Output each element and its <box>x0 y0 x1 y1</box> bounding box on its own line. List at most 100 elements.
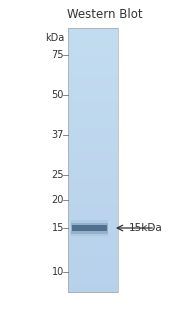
Bar <box>68 135 118 137</box>
Bar <box>68 126 118 128</box>
Bar <box>68 123 118 125</box>
Bar <box>68 31 118 32</box>
Bar <box>68 69 118 71</box>
Bar <box>68 231 118 233</box>
Bar <box>68 288 118 290</box>
Bar <box>68 85 118 87</box>
Bar <box>68 279 118 281</box>
Bar <box>68 204 118 205</box>
Bar <box>68 289 118 291</box>
Bar <box>68 186 118 188</box>
Bar <box>68 180 118 182</box>
Bar <box>68 242 118 244</box>
Bar <box>68 283 118 285</box>
Bar <box>68 234 118 236</box>
Bar <box>68 58 118 60</box>
Bar <box>68 208 118 209</box>
Bar <box>68 122 118 124</box>
Text: kDa: kDa <box>45 33 64 43</box>
Bar <box>68 79 118 81</box>
Bar <box>68 184 118 186</box>
Bar <box>68 33 118 35</box>
Bar <box>68 163 118 164</box>
Text: 15: 15 <box>52 223 64 233</box>
Bar <box>68 103 118 105</box>
Bar <box>68 235 118 237</box>
Text: 37: 37 <box>52 130 64 140</box>
Bar <box>68 114 118 116</box>
Bar <box>68 185 118 187</box>
Bar <box>68 97 118 99</box>
Bar <box>68 284 118 286</box>
Bar <box>68 148 118 150</box>
Bar <box>68 251 118 253</box>
Bar <box>68 248 118 250</box>
Bar <box>68 173 118 175</box>
Bar <box>68 155 118 157</box>
Bar <box>68 281 118 283</box>
Bar <box>68 29 118 31</box>
Bar <box>68 49 118 51</box>
Bar <box>68 107 118 109</box>
Bar <box>68 159 118 160</box>
Bar <box>68 95 118 97</box>
Bar <box>68 275 118 277</box>
Bar <box>68 202 118 204</box>
Bar <box>68 247 118 249</box>
Bar <box>68 28 118 30</box>
Bar <box>68 102 118 104</box>
Bar <box>68 66 118 68</box>
Bar <box>68 94 118 96</box>
Bar <box>68 200 118 201</box>
Bar <box>68 201 118 203</box>
Bar <box>68 74 118 76</box>
Bar <box>68 263 118 265</box>
Bar <box>68 272 118 274</box>
Bar <box>68 179 118 180</box>
Bar <box>68 106 118 108</box>
Bar <box>68 210 118 212</box>
Bar <box>68 146 118 147</box>
Text: 75: 75 <box>51 50 64 60</box>
Bar <box>68 128 118 130</box>
Bar <box>68 255 118 257</box>
Bar <box>71 220 108 236</box>
Bar <box>68 193 118 195</box>
Bar <box>68 254 118 256</box>
Bar <box>68 60 118 61</box>
Bar <box>68 108 118 110</box>
Bar <box>68 41 118 43</box>
Bar <box>68 291 118 293</box>
Text: Western Blot: Western Blot <box>67 7 142 20</box>
Bar <box>68 156 118 158</box>
Bar <box>68 50 118 52</box>
Bar <box>68 44 118 46</box>
Bar <box>68 73 118 75</box>
Bar <box>68 151 118 153</box>
Bar <box>68 89 118 91</box>
Bar <box>68 157 118 159</box>
Bar <box>68 127 118 129</box>
Bar <box>68 276 118 278</box>
Bar <box>68 182 118 184</box>
Bar <box>68 213 118 215</box>
Bar <box>68 104 118 106</box>
Bar <box>68 252 118 254</box>
Bar <box>68 240 118 242</box>
Bar <box>68 140 118 142</box>
Text: 50: 50 <box>52 90 64 100</box>
Bar <box>68 264 118 266</box>
Bar <box>68 82 118 84</box>
Bar <box>68 167 118 168</box>
Bar <box>68 217 118 218</box>
Bar <box>68 188 118 189</box>
Bar <box>68 133 118 135</box>
Bar <box>68 230 118 232</box>
Bar <box>68 198 118 200</box>
Bar <box>68 64 118 66</box>
Bar <box>68 101 118 102</box>
Bar <box>68 40 118 42</box>
Bar <box>68 161 118 163</box>
Bar <box>68 35 118 36</box>
Bar <box>68 229 118 231</box>
